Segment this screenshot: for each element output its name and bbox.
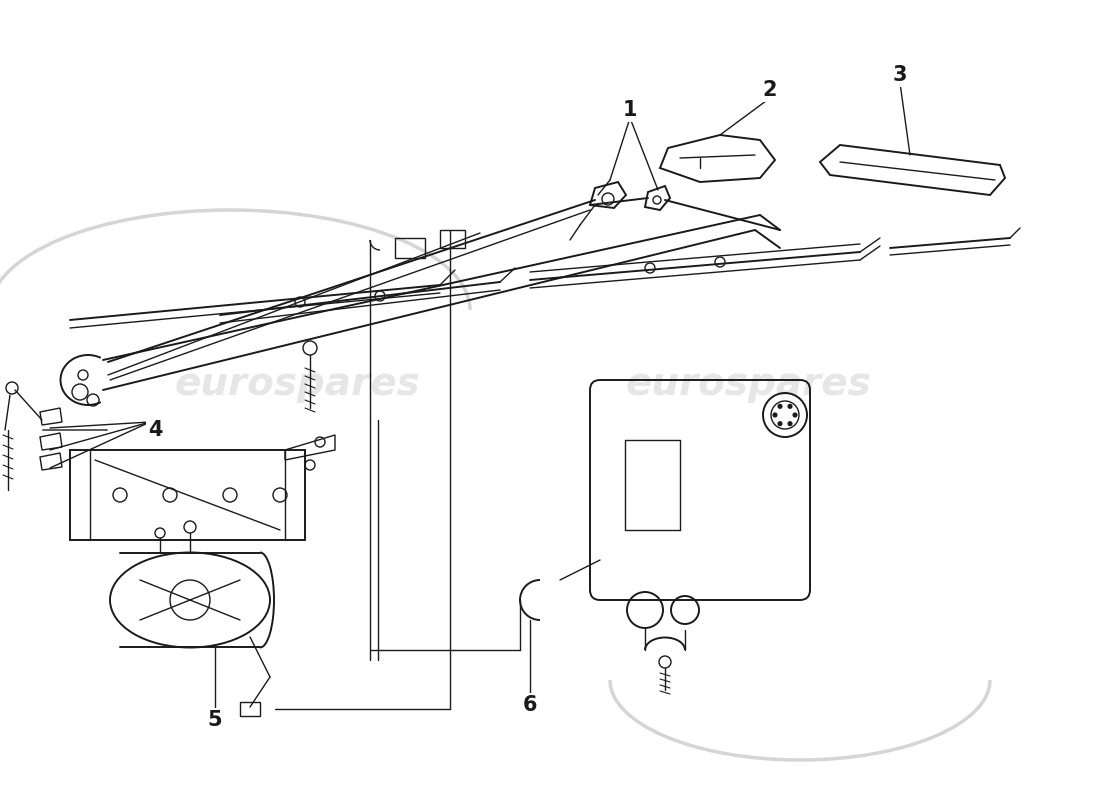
Circle shape [778, 422, 782, 426]
Bar [440, 230, 465, 248]
Text: 6: 6 [522, 695, 537, 715]
Circle shape [778, 404, 782, 408]
Text: 2: 2 [762, 80, 778, 100]
Circle shape [788, 422, 792, 426]
Circle shape [793, 413, 798, 417]
Bar [70, 450, 305, 540]
Text: 3: 3 [893, 65, 907, 85]
Bar [395, 238, 425, 258]
Bar [240, 702, 260, 716]
Text: eurospares: eurospares [625, 365, 871, 403]
Text: 4: 4 [147, 420, 163, 440]
Text: eurospares: eurospares [174, 365, 420, 403]
Text: 5: 5 [208, 710, 222, 730]
Circle shape [773, 413, 777, 417]
Circle shape [788, 404, 792, 408]
Text: 1: 1 [623, 100, 637, 120]
